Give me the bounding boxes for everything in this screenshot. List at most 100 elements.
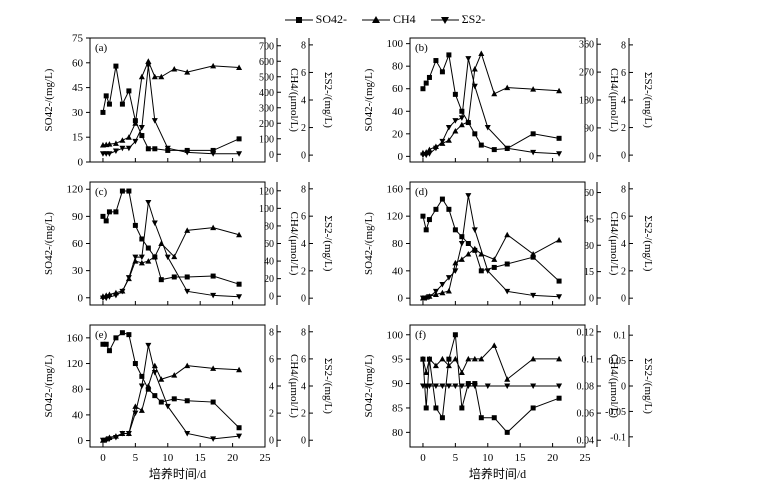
y-s2-axis-label: ΣS2-/(mg/L)	[322, 216, 334, 272]
y-left-tick-label: 160	[387, 183, 404, 195]
data-point-s2	[530, 292, 537, 299]
data-point-so4	[446, 206, 452, 212]
y-s2-tick-label: 2	[621, 266, 626, 277]
data-point-ch4	[151, 253, 158, 260]
x-axis-label-right: 培养时间/d	[469, 466, 526, 481]
data-point-so4	[452, 91, 458, 97]
data-point-ch4	[184, 69, 191, 75]
data-point-s2	[484, 125, 491, 131]
y-left-axis-label: SO42-/(mg/L)	[43, 354, 55, 417]
series-line-left	[422, 198, 560, 282]
y-left-tick-label: 160	[67, 332, 84, 344]
y-ch4-tick-label: 20	[264, 274, 274, 285]
data-point-s2	[530, 383, 537, 389]
y-s2-tick-label: 0	[621, 382, 626, 393]
square-marker-icon	[284, 16, 313, 23]
data-point-so4	[119, 101, 125, 107]
series-line-ch4	[102, 364, 240, 441]
y-left-tick-label: 90	[72, 211, 84, 223]
x-tick-label: 15	[195, 452, 207, 464]
data-point-so4	[491, 415, 497, 421]
y-ch4-tick-label: 40	[264, 257, 274, 268]
data-point-so4	[100, 213, 106, 219]
y-s2-axis-label: ΣS2-/(mg/L)	[642, 72, 654, 128]
y-ch4-tick-label: 0.04	[577, 436, 595, 447]
y-s2-tick-label: 8	[301, 184, 306, 195]
x-tick-label: 5	[133, 452, 139, 464]
data-point-ch4	[445, 137, 452, 143]
x-tick-label: 20	[547, 452, 559, 464]
data-point-ch4	[465, 251, 472, 257]
data-point-ch4	[478, 50, 485, 56]
y-left-tick-label: 100	[387, 38, 404, 50]
data-point-s2	[236, 433, 243, 440]
y-left-tick-label: 40	[392, 106, 404, 118]
panel-label: (d)	[415, 186, 428, 198]
y-ch4-tick-label: 120	[259, 186, 274, 197]
data-point-so4	[446, 52, 452, 58]
data-point-so4	[126, 332, 132, 338]
data-point-ch4	[171, 253, 178, 260]
data-point-so4	[491, 147, 497, 153]
data-point-ch4	[236, 231, 243, 238]
y-left-axis-label: SO42-/(mg/L)	[363, 212, 375, 275]
data-point-s2	[423, 152, 430, 159]
y-left-tick-label: 40	[392, 265, 404, 277]
data-point-ch4	[145, 58, 152, 64]
series-line-ch4	[422, 233, 560, 299]
data-point-so4	[472, 131, 478, 137]
data-point-so4	[423, 227, 429, 233]
data-point-ch4	[452, 128, 459, 134]
data-point-so4	[210, 399, 216, 405]
y-ch4-tick-label: 700	[259, 41, 274, 52]
data-point-ch4	[158, 73, 165, 80]
data-point-so4	[106, 209, 112, 215]
data-point-so4	[103, 218, 109, 224]
data-point-ch4	[465, 118, 472, 125]
y-left-axis-label: SO42-/(mg/L)	[363, 68, 375, 131]
data-point-ch4	[138, 73, 145, 80]
data-point-so4	[236, 281, 242, 287]
data-point-s2	[132, 410, 139, 417]
data-point-ch4	[423, 369, 430, 375]
data-point-so4	[113, 335, 119, 341]
y-ch4-tick-label: 400	[259, 88, 274, 99]
data-point-ch4	[491, 256, 498, 262]
data-point-s2	[119, 288, 126, 295]
data-point-so4	[171, 396, 177, 402]
y-left-tick-label: 0	[398, 151, 404, 163]
data-point-so4	[478, 142, 484, 148]
data-point-ch4	[478, 355, 485, 362]
data-point-so4	[426, 74, 432, 80]
data-point-so4	[103, 93, 109, 99]
data-point-s2	[458, 241, 465, 247]
x-tick-label: 15	[515, 452, 527, 464]
plot-frame	[409, 181, 586, 306]
data-point-so4	[100, 109, 106, 115]
y-left-tick-label: 120	[67, 358, 84, 370]
data-point-s2	[164, 403, 171, 410]
data-point-so4	[113, 63, 119, 69]
data-point-ch4	[138, 259, 145, 266]
data-point-so4	[184, 398, 190, 404]
data-point-so4	[439, 69, 445, 75]
y-ch4-tick-label: 300	[259, 103, 274, 114]
data-point-ch4	[445, 287, 452, 294]
y-left-tick-label: 0	[398, 293, 404, 305]
data-point-so4	[420, 86, 426, 92]
plot-frame	[89, 37, 266, 163]
data-point-so4	[465, 241, 471, 246]
y-left-tick-label: 0	[78, 157, 84, 169]
data-point-ch4	[458, 256, 465, 262]
y-s2-tick-label: 4	[301, 239, 306, 250]
data-point-so4	[452, 332, 458, 338]
data-point-s2	[112, 435, 119, 441]
data-point-ch4	[132, 120, 139, 126]
panel-label: (b)	[415, 42, 428, 54]
x-tick-label: 25	[260, 452, 272, 464]
down-triangle-marker-icon	[430, 16, 459, 24]
data-point-s2	[439, 138, 446, 145]
y-s2-tick-label: 2	[301, 266, 306, 277]
legend-item-ch4: CH4	[362, 12, 416, 27]
